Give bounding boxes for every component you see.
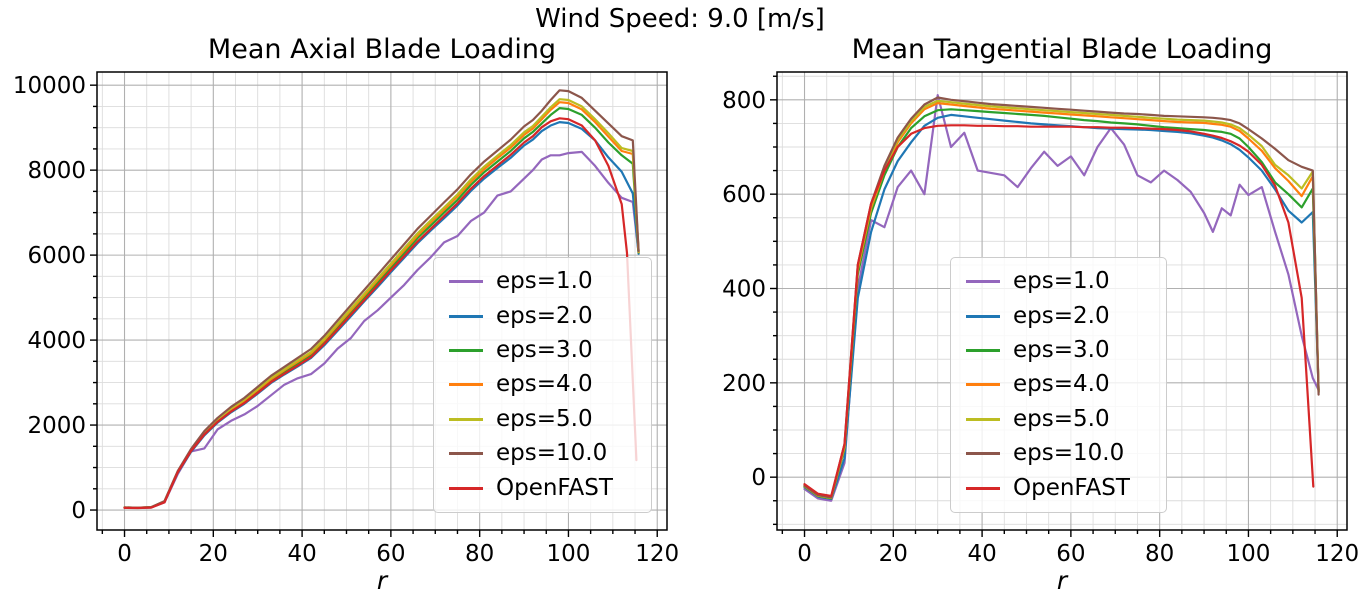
x-tick-label: 100 <box>1226 541 1270 567</box>
legend-swatch <box>966 452 1000 456</box>
legend-label: OpenFAST <box>496 474 613 501</box>
line-openfast <box>803 124 1315 498</box>
legend-label: eps=2.0 <box>1013 302 1110 329</box>
legend-swatch <box>449 452 483 456</box>
figure-suptitle: Wind Speed: 9.0 [m/s] <box>535 4 825 34</box>
legend-swatch <box>966 383 1000 387</box>
y-tick-label: 400 <box>722 277 766 303</box>
x-tick-label: 20 <box>199 541 228 567</box>
legend-swatch <box>966 417 1000 421</box>
tick-marks <box>770 75 1338 537</box>
axes-title-axial: Mean Axial Blade Loading <box>207 34 557 65</box>
legend-entry-eps-3.0: eps=3.0 <box>434 336 651 363</box>
legend-entry-eps-4.0: eps=4.0 <box>434 372 651 397</box>
legend-swatch <box>449 349 483 353</box>
legend-label: eps=4.0 <box>1013 371 1110 398</box>
legend-swatch <box>449 280 483 284</box>
y-tick-label: 4000 <box>27 328 86 354</box>
legend-entry-eps-10.0: eps=10.0 <box>951 440 1166 467</box>
legend-entry-eps-2.0: eps=2.0 <box>951 302 1166 329</box>
x-tick-label: 60 <box>1056 541 1085 567</box>
tick-marks <box>90 84 658 537</box>
y-tick-label: 0 <box>71 498 86 524</box>
legend-label: eps=5.0 <box>1013 405 1110 432</box>
legend-swatch <box>449 383 483 387</box>
x-tick-label: 80 <box>465 541 494 567</box>
y-tick-label: 200 <box>722 371 766 397</box>
x-tick-label: 20 <box>879 541 908 567</box>
x-tick-label: 80 <box>1145 541 1174 567</box>
axes-spines <box>776 71 1348 531</box>
x-axis-label-tangential: r <box>1056 566 1068 595</box>
legend-swatch <box>449 486 483 490</box>
line-openfast <box>123 117 638 510</box>
legend-entry-openfast: OpenFAST <box>951 474 1166 501</box>
axes-spines <box>96 71 668 531</box>
line-eps-10.0 <box>803 96 1320 499</box>
y-tick-label: 8000 <box>27 158 86 184</box>
x-tick-label: 40 <box>967 541 996 567</box>
legend-label: eps=2.0 <box>496 302 593 329</box>
legend-entry-eps-1.0: eps=1.0 <box>951 268 1166 295</box>
legend-entry-eps-2.0: eps=2.0 <box>434 302 651 329</box>
legend-label: eps=3.0 <box>496 336 593 363</box>
x-tick-label: 0 <box>117 541 132 567</box>
legend-entry-eps-10.0: eps=10.0 <box>434 440 651 467</box>
legend-label: eps=4.0 <box>496 371 593 398</box>
legend-label: eps=10.0 <box>496 440 608 467</box>
x-tick-label: 120 <box>635 541 679 567</box>
legend-tangential: eps=1.0 eps=2.0 eps=3.0 eps=4.0 eps=5.0 eps=1… <box>950 257 1167 513</box>
legend-label: eps=5.0 <box>496 405 593 432</box>
legend-label: OpenFAST <box>1013 474 1130 501</box>
line-eps-10.0 <box>123 89 640 509</box>
series-lines <box>123 89 640 510</box>
y-tick-label: 0 <box>751 465 766 491</box>
y-tick-label: 800 <box>722 88 766 114</box>
legend-label: eps=1.0 <box>496 268 593 295</box>
legend-label: eps=1.0 <box>1013 268 1110 295</box>
x-tick-label: 40 <box>287 541 316 567</box>
legend-entry-eps-4.0: eps=4.0 <box>951 372 1166 397</box>
y-tick-label: 6000 <box>27 243 86 269</box>
legend-axial: eps=1.0 eps=2.0 eps=3.0 eps=4.0 eps=5.0 eps=1… <box>433 257 652 513</box>
x-tick-label: 120 <box>1315 541 1359 567</box>
legend-swatch <box>449 314 483 318</box>
x-tick-label: 60 <box>376 541 405 567</box>
line-eps-1.0 <box>123 150 640 509</box>
legend-entry-eps-5.0: eps=5.0 <box>434 405 651 432</box>
legend-entry-eps-3.0: eps=3.0 <box>951 336 1166 363</box>
legend-swatch <box>966 280 1000 284</box>
tick-labels: 0 20 40 60 80 100 120 0 2000 4000 6000 8000 10000 <box>13 73 679 567</box>
y-tick-label: 2000 <box>27 413 86 439</box>
legend-swatch <box>966 349 1000 353</box>
x-axis-label-axial: r <box>376 566 388 595</box>
legend-entry-openfast: OpenFAST <box>434 474 651 501</box>
legend-swatch <box>966 314 1000 318</box>
legend-swatch <box>966 486 1000 490</box>
legend-swatch <box>449 417 483 421</box>
tick-labels: 0 20 40 60 80 100 120 0 200 400 600 800 <box>722 88 1359 567</box>
x-tick-label: 0 <box>797 541 812 567</box>
x-tick-label: 100 <box>546 541 590 567</box>
y-tick-label: 10000 <box>13 73 86 99</box>
legend-entry-eps-5.0: eps=5.0 <box>951 405 1166 432</box>
legend-label: eps=10.0 <box>1013 440 1125 467</box>
y-tick-label: 600 <box>722 182 766 208</box>
series-lines <box>803 94 1320 502</box>
axes-title-tangential: Mean Tangential Blade Loading <box>851 34 1273 65</box>
legend-label: eps=3.0 <box>1013 336 1110 363</box>
line-eps-1.0 <box>803 94 1320 502</box>
legend-entry-eps-1.0: eps=1.0 <box>434 268 651 295</box>
